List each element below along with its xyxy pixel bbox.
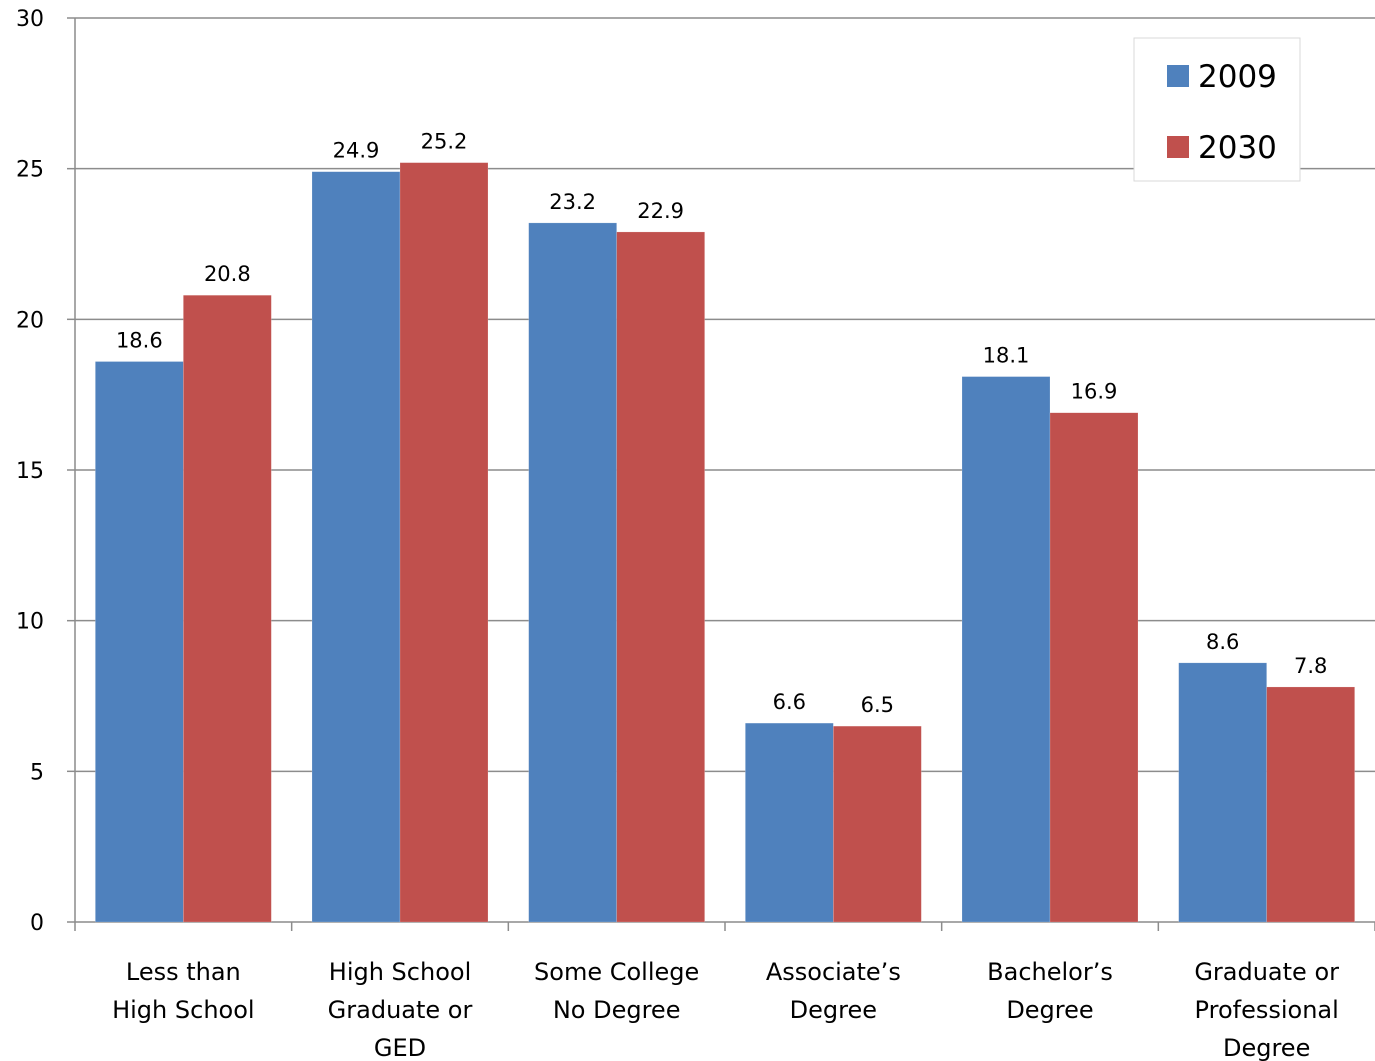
x-category-label: Associate’s Degree: [766, 958, 901, 1024]
legend-label: 2030: [1198, 130, 1277, 166]
data-label: 6.5: [861, 693, 894, 717]
y-tick-label: 20: [16, 308, 44, 333]
x-category-line: Degree: [1223, 1034, 1310, 1061]
legend-box: [1133, 37, 1301, 182]
y-tick-label: 10: [16, 610, 44, 635]
x-category-line: No Degree: [553, 996, 681, 1024]
data-label: 6.6: [773, 690, 806, 714]
bars: [95, 162, 1355, 923]
gridlines: [75, 17, 1375, 773]
bar-2030-5: [1266, 686, 1355, 923]
bar-2009-1: [311, 171, 401, 923]
x-category-line: Degree: [1006, 996, 1093, 1024]
x-category-label: Bachelor’s Degree: [987, 958, 1113, 1024]
bar-2030-0: [183, 294, 272, 923]
data-label: 18.6: [116, 329, 163, 353]
bar-2030-4: [1049, 412, 1139, 923]
x-category-label: Less than High School: [112, 958, 254, 1024]
x-category-line: Less than: [126, 958, 241, 986]
legend-swatch-2030: [1167, 136, 1189, 158]
x-category-line: Degree: [790, 996, 877, 1024]
bar-2009-3: [745, 722, 834, 923]
x-category-label: Some College No Degree: [534, 958, 699, 1024]
bar-2009-4: [961, 376, 1051, 923]
bar-2030-3: [833, 725, 922, 923]
x-category-line: Bachelor’s: [987, 958, 1113, 986]
bar-2009-0: [95, 361, 184, 923]
data-label: 7.8: [1294, 654, 1327, 678]
data-label: 22.9: [637, 199, 684, 223]
legend-swatch-2009: [1167, 65, 1189, 87]
bar-2009-5: [1178, 662, 1267, 923]
data-label: 18.1: [983, 344, 1030, 368]
x-category-line: GED: [374, 1034, 426, 1061]
x-category-line: High School: [329, 958, 471, 986]
x-category-label: Graduate or Professional Degree: [1194, 958, 1339, 1061]
x-category-line: Graduate or: [328, 996, 473, 1024]
data-label: 24.9: [333, 139, 380, 163]
y-tick-label: 0: [30, 911, 44, 936]
y-tick-label: 15: [16, 459, 44, 484]
legend-label: 2009: [1198, 59, 1277, 95]
data-label: 8.6: [1206, 630, 1239, 654]
data-label: 20.8: [204, 262, 251, 286]
bar-2009-2: [528, 222, 617, 923]
data-label: 25.2: [421, 130, 468, 154]
legend: 2009 2030: [1133, 37, 1301, 182]
y-tick-label: 30: [16, 7, 44, 32]
y-axis-ticks: 0 5 10 15 20 25 30: [16, 7, 75, 936]
x-axis-categories: Less than High School High School Graduate …: [112, 958, 1339, 1061]
data-label: 23.2: [549, 190, 596, 214]
x-category-line: Graduate or: [1194, 958, 1339, 986]
bar-2030-1: [399, 162, 489, 923]
y-tick-label: 25: [16, 158, 44, 183]
y-tick-label: 5: [30, 760, 44, 785]
x-category-line: Some College: [534, 958, 699, 986]
data-label: 16.9: [1071, 380, 1118, 404]
data-labels: 18.6 24.9 23.2 6.6 18.1 8.6 20.8 25.2 22.9 6.5 16.…: [116, 130, 1327, 717]
x-category-label: High School Graduate or GED: [328, 958, 473, 1061]
x-category-line: High School: [112, 996, 254, 1024]
bar-2030-2: [616, 231, 705, 923]
x-category-line: Associate’s: [766, 958, 901, 986]
x-category-line: Professional: [1195, 996, 1339, 1024]
